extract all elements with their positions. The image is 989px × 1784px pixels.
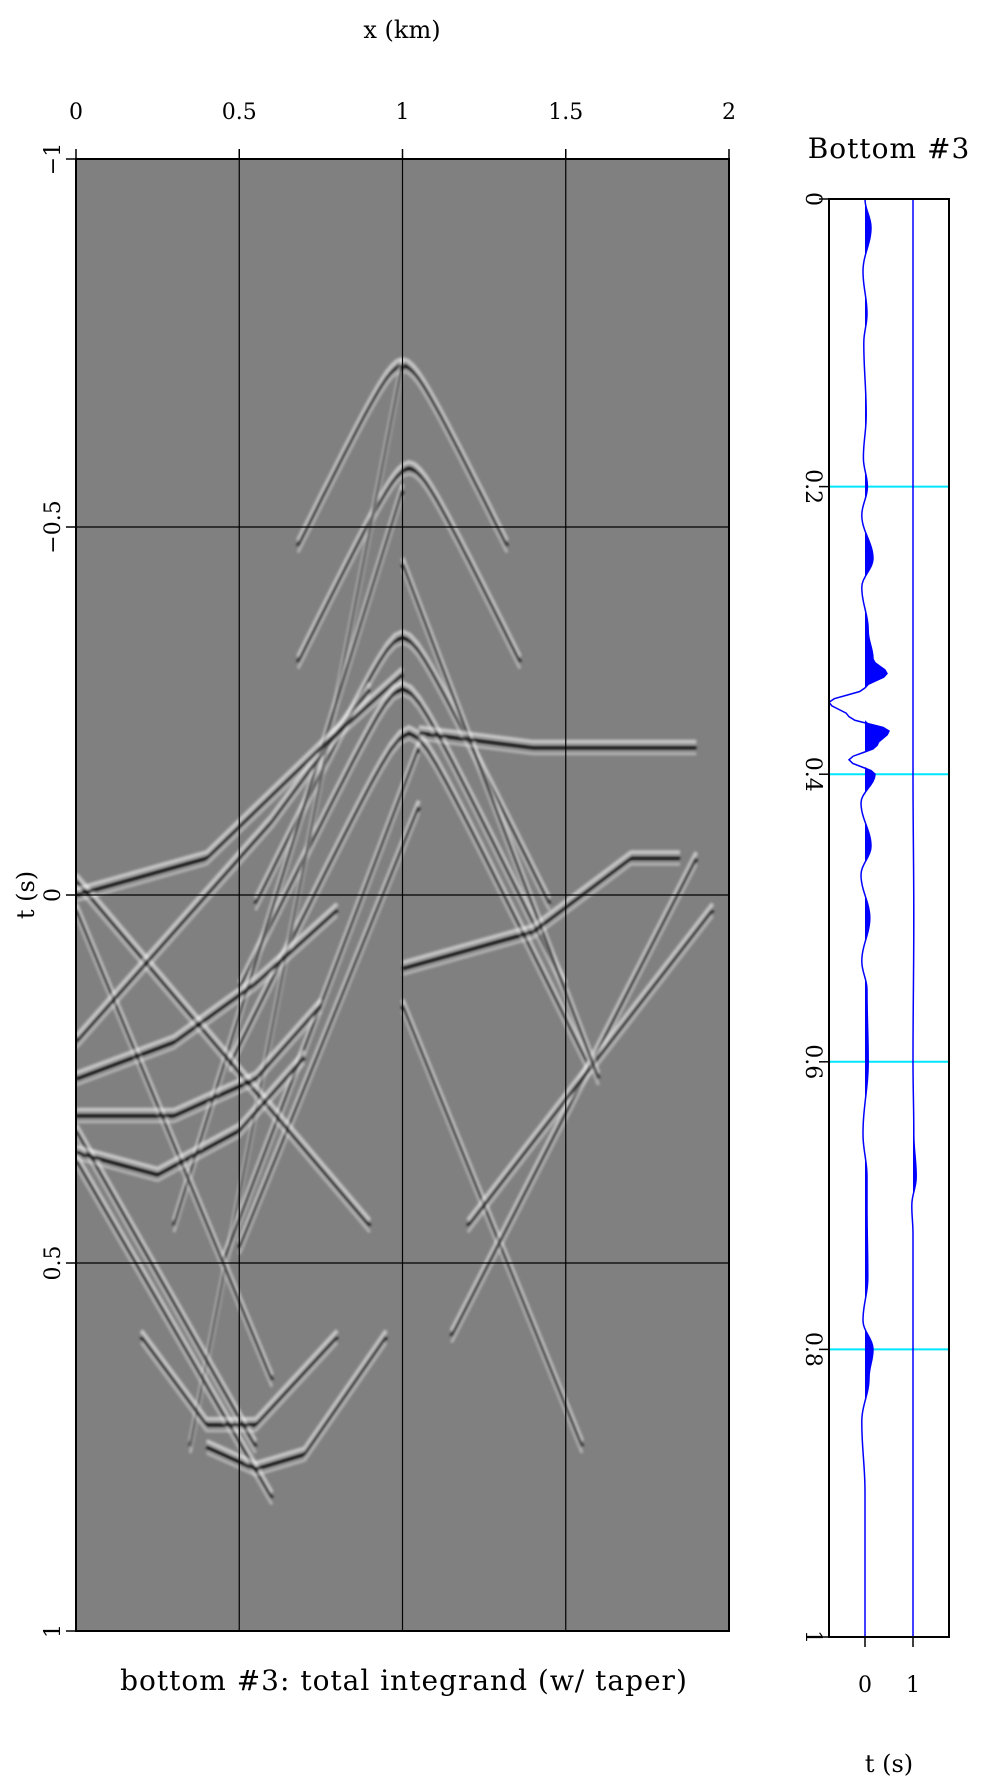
integrand-panel: 0 0.5 1 1.5 2 −1 −0.5 0 0.5 1 (41, 100, 736, 1638)
trace-tick-label-1: 1 (906, 1673, 920, 1698)
event-22-light (205, 1329, 388, 1466)
wiggle-x-label: t (s) (865, 1750, 913, 1778)
y-tick-label-3: 0.5 (41, 1246, 66, 1281)
event-13-light (400, 998, 584, 1442)
event-21-dark (139, 1335, 339, 1427)
x-tick-label-4: 2 (722, 100, 736, 125)
trace-0-fill (865, 199, 889, 1637)
event-20-dark (76, 908, 339, 1081)
event-1-light (296, 459, 522, 658)
event-18-light2 (76, 1010, 322, 1124)
event-13-dark (400, 1004, 584, 1448)
event-17-light (76, 1049, 307, 1171)
event-22-dark (205, 1335, 388, 1472)
trace-0-line (827, 198, 890, 1637)
wiggle-frame (828, 198, 950, 1638)
event-17-dark (76, 1055, 307, 1177)
event-1-dark (296, 465, 522, 664)
y-axis-ticks: −1 −0.5 0 0.5 1 (41, 143, 76, 1638)
event-13-light2 (401, 1010, 584, 1454)
x-tick-label-0: 0 (69, 100, 83, 125)
y-tick-label-0: −1 (41, 143, 66, 175)
event-20-light2 (76, 914, 339, 1087)
x-axis-label: x (km) (363, 16, 440, 44)
x-tick-label-1: 0.5 (222, 100, 257, 125)
event-23-dark (76, 672, 404, 897)
x-axis-ticks: 0 0.5 1 1.5 2 (69, 100, 736, 159)
event-24-dark (418, 731, 697, 750)
wiggle-background (829, 199, 949, 1637)
t-tick-label-3: 0.6 (800, 1044, 825, 1079)
main-title: bottom #3: total integrand (w/ taper) (120, 1664, 688, 1697)
x-tick-label-3: 1.5 (548, 100, 583, 125)
event-17-light2 (76, 1061, 306, 1183)
event-23-light (76, 666, 404, 891)
event-12-dark (76, 878, 372, 1228)
event-25-light2 (402, 862, 681, 977)
y-tick-label-1: −0.5 (41, 500, 66, 553)
event-21-light2 (140, 1341, 339, 1433)
marker-lines (829, 485, 949, 1351)
event-18-light (76, 998, 323, 1112)
event-19-light2 (76, 694, 372, 1050)
t-tick-label-1: 0.2 (800, 469, 825, 504)
t-tick-label-0: 0 (800, 192, 825, 206)
t-tick-label-4: 0.8 (800, 1332, 825, 1367)
event-8-dark (237, 805, 421, 1250)
event-10-light2 (76, 1135, 257, 1454)
event-21-light (139, 1329, 339, 1421)
event-10-light (76, 1123, 258, 1442)
event-15-light2 (466, 914, 714, 1234)
event-12-light2 (76, 885, 371, 1234)
event-12-light (76, 872, 372, 1222)
trace-tick-label-0: 0 (858, 1673, 872, 1698)
event-24-light2 (418, 737, 697, 756)
event-20-light (76, 902, 339, 1075)
x-tick-label-2: 1 (396, 100, 410, 125)
event-23-light2 (76, 679, 404, 903)
event-10-dark (76, 1129, 258, 1448)
event-15-dark (466, 908, 715, 1228)
traces (827, 198, 917, 1637)
t-axis-ticks: 0 0.2 0.4 0.6 0.8 1 (800, 192, 829, 1644)
y-tick-label-2: 0 (41, 888, 66, 902)
t-tick-label-5: 1 (800, 1630, 825, 1644)
wiggle-title: Bottom #3 (808, 132, 971, 165)
y-tick-label-4: 1 (41, 1624, 66, 1638)
event-18-dark (76, 1004, 323, 1118)
y-axis-label: t (s) (12, 871, 40, 919)
t-tick-label-2: 0.4 (800, 757, 825, 792)
event-1-light2 (296, 472, 522, 670)
trace-1-line (911, 199, 917, 1637)
event-22-light2 (205, 1341, 388, 1477)
event-8-light (237, 799, 421, 1244)
event-25-light (401, 850, 681, 965)
event-24-light (418, 725, 697, 744)
event-6-light2 (172, 495, 404, 1233)
event-8-light2 (237, 812, 421, 1255)
